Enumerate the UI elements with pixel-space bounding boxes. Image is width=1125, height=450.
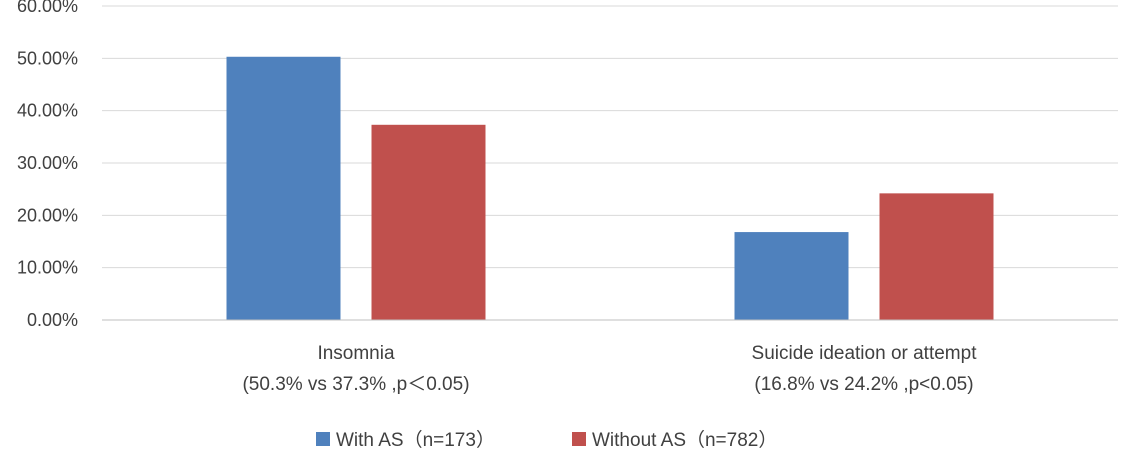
y-tick-label: 30.00% — [17, 153, 78, 173]
category-labels: Insomnia (50.3% vs 37.3% ,p＜0.05) Suicide … — [242, 343, 977, 395]
y-tick-label: 20.00% — [17, 205, 78, 225]
category-label: Insomnia — [317, 343, 395, 364]
bar-without-as-1 — [879, 193, 994, 320]
category-detail-label: (50.3% vs 37.3% ,p＜0.05) — [242, 374, 469, 395]
legend-label-0: With AS（n=173） — [336, 429, 495, 450]
bar-with-as-1 — [734, 232, 849, 320]
y-axis-tick-labels: 0.00% 10.00% 20.00% 30.00% 40.00% 50.00% 60.00… — [17, 0, 78, 330]
bars — [226, 56, 994, 321]
bar-with-as-0 — [226, 56, 341, 320]
legend-swatch-0 — [316, 432, 330, 446]
category-label: Suicide ideation or attempt — [752, 343, 978, 364]
legend: With AS（n=173） Without AS（n=782） — [316, 429, 777, 450]
y-tick-label: 60.00% — [17, 0, 78, 16]
y-tick-label: 50.00% — [17, 48, 78, 68]
y-tick-label: 0.00% — [27, 310, 78, 330]
bar-without-as-0 — [371, 124, 486, 321]
legend-label-1: Without AS（n=782） — [592, 429, 777, 450]
y-tick-label: 10.00% — [17, 258, 78, 278]
category-detail-label: (16.8% vs 24.2% ,p<0.05) — [754, 374, 973, 395]
legend-swatch-1 — [572, 432, 586, 446]
y-tick-label: 40.00% — [17, 101, 78, 121]
